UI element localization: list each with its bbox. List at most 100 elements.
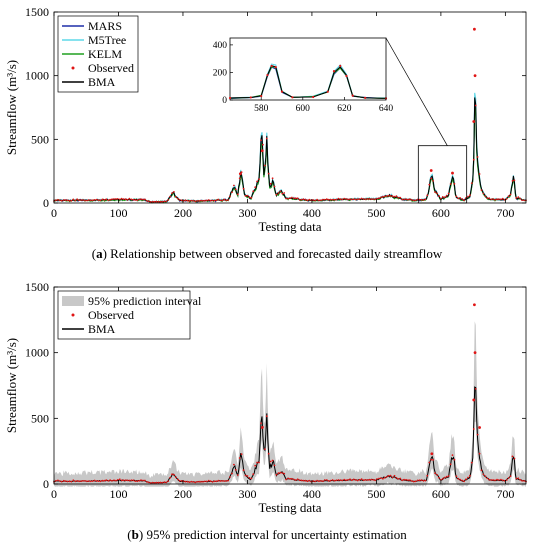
chart-a-inset-observed bbox=[228, 96, 232, 100]
chart-a-observed-point bbox=[521, 199, 523, 202]
chart-a-observed-point bbox=[87, 199, 90, 201]
chart-a-observed-point bbox=[443, 196, 446, 199]
chart-b-observed-point bbox=[287, 477, 289, 480]
chart-a-observed-point bbox=[420, 198, 423, 201]
chart-b-observed-point bbox=[318, 480, 320, 483]
chart-b-observed-point bbox=[99, 480, 102, 483]
chart-b-observed-point bbox=[498, 479, 500, 481]
chart-b-observed-point bbox=[213, 480, 216, 483]
chart-a-observed-point bbox=[153, 200, 156, 203]
chart-b-observed-point bbox=[221, 480, 224, 482]
chart-b-observed-point bbox=[438, 476, 440, 479]
chart-a-inset-y-tick-label: 200 bbox=[213, 68, 228, 78]
chart-a-x-tick-label: 600 bbox=[432, 206, 450, 220]
chart-a-inset-x-tick-label: 580 bbox=[254, 104, 269, 114]
chart-b-observed-point bbox=[455, 475, 458, 478]
chart-a-observed-point bbox=[455, 195, 458, 198]
chart-a-observed-point bbox=[486, 197, 489, 200]
chart-a-observed-point bbox=[509, 193, 512, 196]
chart-b-observed-point bbox=[451, 454, 454, 456]
chart-b-observed-point bbox=[233, 463, 235, 466]
chart-a-observed-point bbox=[395, 195, 398, 198]
chart-a-observed-point bbox=[91, 199, 94, 202]
chart-b-observed-point bbox=[422, 479, 425, 482]
chart-b-observed-point bbox=[248, 477, 251, 479]
chart-a-series-m5tree bbox=[53, 92, 527, 204]
chart-b-observed-point bbox=[486, 477, 489, 480]
chart-b-x-tick-label: 400 bbox=[303, 487, 321, 501]
chart-a-x-tick-label: 200 bbox=[174, 206, 192, 220]
chart-b-observed-point bbox=[136, 480, 139, 483]
chart-b-observed-point bbox=[198, 480, 201, 483]
chart-a-observed-point bbox=[434, 191, 436, 194]
chart-a-observed-point bbox=[368, 198, 371, 200]
chart-a-legend-label: M5Tree bbox=[88, 33, 126, 47]
caption-b-letter: b bbox=[131, 527, 139, 542]
chart-a-frame bbox=[53, 11, 527, 204]
chart-a-observed-point bbox=[325, 198, 328, 201]
chart-b-observed-point bbox=[418, 479, 421, 482]
chart-a-observed-point bbox=[207, 199, 210, 201]
chart-b-observed-point bbox=[196, 480, 199, 483]
chart-b-observed-point bbox=[387, 474, 390, 477]
chart-b-observed-point bbox=[414, 480, 417, 483]
chart-a-observed-point bbox=[418, 198, 421, 201]
chart-b-frame bbox=[53, 286, 527, 485]
chart-a-observed-point bbox=[173, 191, 175, 193]
chart-b-observed-point bbox=[109, 479, 111, 482]
chart-a-observed-point bbox=[198, 200, 201, 202]
chart-b-observed-point bbox=[300, 479, 303, 482]
chart-a-x-tick-label: 500 bbox=[367, 206, 385, 220]
chart-a-y-tick-label: 0 bbox=[43, 196, 49, 210]
chart-a-inset-observed bbox=[326, 90, 329, 93]
chart-a-observed-point bbox=[113, 198, 115, 200]
chart-a-observed-point bbox=[275, 193, 278, 196]
chart-a-observed-point bbox=[507, 195, 510, 198]
chart-b-legend-label: BMA bbox=[88, 322, 116, 336]
chart-b-observed-point bbox=[351, 479, 353, 482]
chart-b-observed-point bbox=[426, 474, 429, 477]
chart-b-legend-swatch-observed bbox=[71, 313, 75, 317]
chart-a-observed-point bbox=[312, 199, 315, 201]
chart-a-y-tick-label: 1500 bbox=[25, 5, 49, 19]
chart-b-observed-point bbox=[343, 478, 346, 481]
chart-a-observed-point bbox=[488, 197, 491, 200]
chart-a-observed-point bbox=[453, 182, 456, 185]
chart-a-observed-point bbox=[364, 198, 367, 201]
chart-b-observed-point bbox=[467, 476, 469, 479]
chart-b-observed-point bbox=[372, 478, 375, 481]
chart-b-observed-point bbox=[256, 461, 258, 464]
chart-a-zoom-box bbox=[417, 145, 468, 204]
chart-a-x-tick-label: 700 bbox=[496, 206, 514, 220]
chart-a-observed-point bbox=[422, 199, 425, 201]
chart-b-x-tick-label: 300 bbox=[238, 487, 256, 501]
chart-a-observed-point bbox=[467, 195, 469, 198]
chart-b-observed-point bbox=[146, 481, 148, 483]
chart-b-observed-point bbox=[194, 481, 197, 484]
chart-b-observed-point bbox=[157, 481, 160, 484]
chart-b-observed-point bbox=[161, 481, 164, 484]
caption-b-text: 95% prediction interval for uncertainty … bbox=[146, 527, 407, 542]
chart-a-observed-point bbox=[391, 195, 394, 198]
chart-a-observed-peak bbox=[238, 172, 242, 176]
chart-b-observed-point bbox=[331, 479, 334, 481]
chart-a-inset-x-tick-label: 600 bbox=[296, 104, 311, 114]
chart-a-observed-point bbox=[480, 189, 483, 192]
chart-b-y-axis-label: Streamflow (m³/s) bbox=[4, 338, 19, 433]
chart-b-observed-point bbox=[155, 481, 158, 484]
chart-a-observed-point bbox=[351, 198, 353, 201]
chart-a-observed-point bbox=[221, 199, 224, 202]
chart-b-observed-point bbox=[308, 479, 311, 482]
chart-a-observed-point bbox=[320, 199, 322, 202]
chart-b-observed-peak bbox=[473, 303, 476, 307]
chart-a-observed-point bbox=[111, 198, 113, 201]
chart-a-inset-observed bbox=[332, 70, 336, 73]
chart-b-observed-point bbox=[352, 478, 355, 481]
chart-b-observed-point bbox=[173, 473, 175, 476]
chart-b-observed-point bbox=[289, 477, 291, 480]
chart-b-observed-point bbox=[380, 477, 382, 479]
chart-a-observed-point bbox=[64, 199, 67, 201]
chart-b-observed-point bbox=[167, 480, 170, 483]
chart-a-observed-point bbox=[70, 199, 73, 202]
chart-b-observed-point bbox=[122, 479, 125, 482]
